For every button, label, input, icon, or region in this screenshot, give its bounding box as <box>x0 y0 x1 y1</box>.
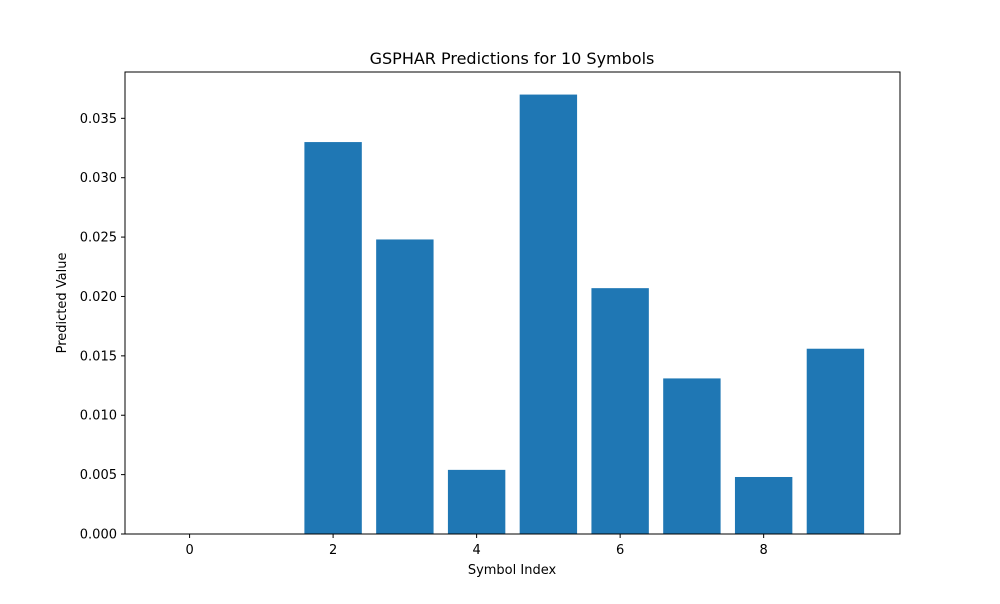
x-axis-label: Symbol Index <box>468 563 557 578</box>
y-tick-label: 0.035 <box>80 112 117 127</box>
bar-8 <box>734 476 793 534</box>
y-tick-label: 0.000 <box>80 528 117 543</box>
y-tick-label: 0.015 <box>80 349 117 364</box>
x-tick-label: 2 <box>329 543 337 558</box>
bar-6 <box>591 288 649 534</box>
x-tick-label: 4 <box>472 543 480 558</box>
x-axis-ticks: 0 2 4 6 8 <box>185 534 768 558</box>
bar-4 <box>447 469 506 534</box>
y-tick-label: 0.010 <box>80 409 117 424</box>
x-tick-label: 0 <box>185 543 193 558</box>
chart-title: GSPHAR Predictions for 10 Symbols <box>370 49 655 68</box>
y-tick-label: 0.020 <box>80 290 117 305</box>
y-tick-label: 0.030 <box>80 171 117 186</box>
x-tick-label: 8 <box>760 543 768 558</box>
y-tick-label: 0.005 <box>80 468 117 483</box>
bar-5 <box>519 94 578 534</box>
plot-area-frame <box>124 71 901 535</box>
bar-3 <box>376 239 434 535</box>
bar-2 <box>304 142 362 535</box>
x-tick-label: 6 <box>616 543 624 558</box>
bar-9 <box>806 348 865 534</box>
y-axis-label: Predicted Value <box>55 253 70 354</box>
bars-group <box>304 94 865 535</box>
bar-7 <box>663 378 721 534</box>
y-tick-label: 0.025 <box>80 231 117 246</box>
y-axis-ticks: 0.000 0.005 0.010 0.015 0.020 0.025 0.030 0.035 <box>80 112 125 543</box>
